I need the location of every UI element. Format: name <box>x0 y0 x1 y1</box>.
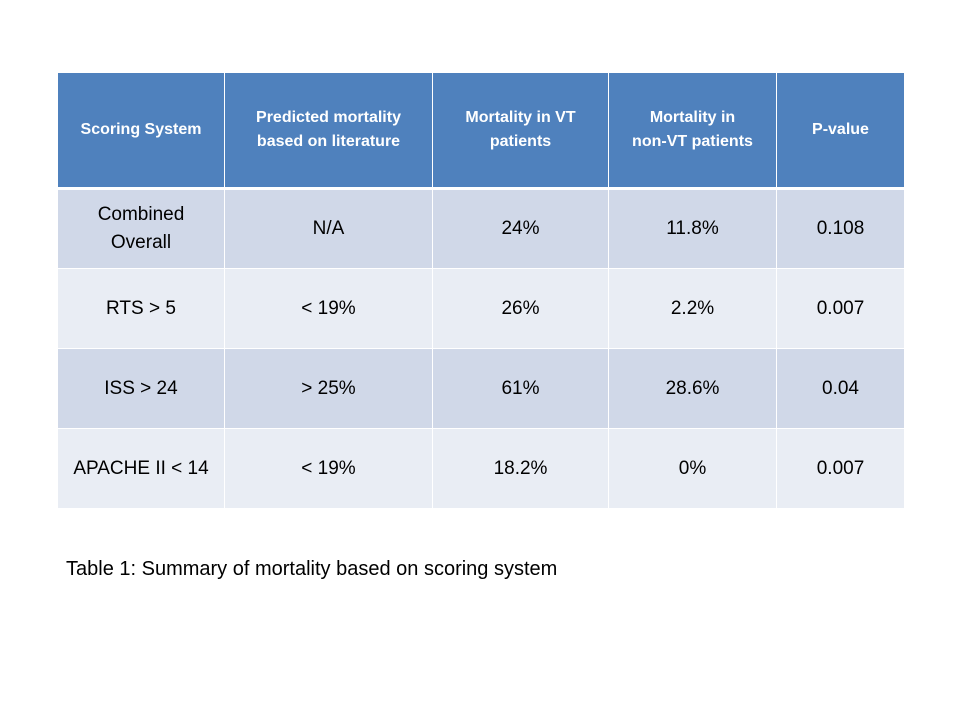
table-caption: Table 1: Summary of mortality based on s… <box>66 558 558 580</box>
table-header-row: Scoring System Predicted mortality based… <box>57 72 905 190</box>
cell-p-value: 0.04 <box>776 348 905 429</box>
cell-mortality-non-vt: 0% <box>608 428 777 509</box>
cell-p-value: 0.108 <box>776 188 905 269</box>
cell-scoring-system: APACHE II < 14 <box>57 428 225 509</box>
cell-mortality-vt: 26% <box>432 268 609 349</box>
cell-p-value: 0.007 <box>776 268 905 349</box>
cell-scoring-system: Combined Overall <box>57 188 225 269</box>
header-scoring-system: Scoring System <box>57 72 225 190</box>
cell-mortality-non-vt: 2.2% <box>608 268 777 349</box>
table-row: APACHE II < 14 < 19% 18.2% 0% 0.007 <box>57 428 905 509</box>
cell-predicted-mortality: < 19% <box>224 268 433 349</box>
table-row: RTS > 5 < 19% 26% 2.2% 0.007 <box>57 268 905 349</box>
header-predicted-mortality: Predicted mortality based on literature <box>224 72 433 190</box>
header-mortality-vt: Mortality in VT patients <box>432 72 609 190</box>
cell-predicted-mortality: N/A <box>224 188 433 269</box>
cell-scoring-system: ISS > 24 <box>57 348 225 429</box>
cell-mortality-vt: 24% <box>432 188 609 269</box>
cell-predicted-mortality: < 19% <box>224 428 433 509</box>
table-row: Combined Overall N/A 24% 11.8% 0.108 <box>57 188 905 269</box>
table-row: ISS > 24 > 25% 61% 28.6% 0.04 <box>57 348 905 429</box>
header-p-value: P-value <box>776 72 905 190</box>
cell-mortality-non-vt: 28.6% <box>608 348 777 429</box>
cell-p-value: 0.007 <box>776 428 905 509</box>
mortality-table: Scoring System Predicted mortality based… <box>57 72 905 509</box>
cell-mortality-vt: 61% <box>432 348 609 429</box>
cell-scoring-system: RTS > 5 <box>57 268 225 349</box>
cell-predicted-mortality: > 25% <box>224 348 433 429</box>
header-mortality-non-vt: Mortality in non-VT patients <box>608 72 777 190</box>
cell-mortality-non-vt: 11.8% <box>608 188 777 269</box>
cell-mortality-vt: 18.2% <box>432 428 609 509</box>
